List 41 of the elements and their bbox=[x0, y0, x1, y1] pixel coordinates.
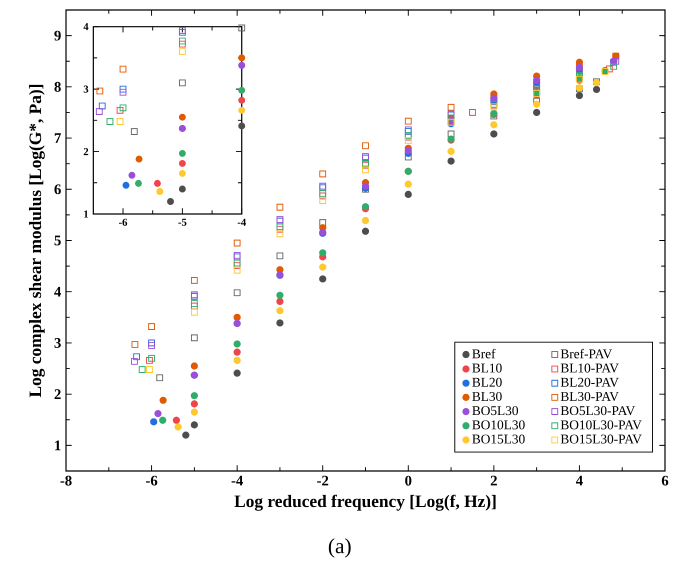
y-tick-label: 2 bbox=[54, 389, 61, 400]
legend-label: BL30-PAV bbox=[560, 392, 619, 402]
x-tick-label: -4 bbox=[238, 218, 246, 226]
legend-label: BL20 bbox=[472, 378, 502, 387]
y-tick-label: 3 bbox=[84, 86, 88, 93]
legend-label: BO10L30-PAV bbox=[560, 420, 642, 430]
y-tick-label: 2 bbox=[84, 148, 88, 156]
x-tick-label: -4 bbox=[232, 476, 243, 486]
x-tick-label: -2 bbox=[317, 476, 328, 486]
y-tick-label: 6 bbox=[54, 184, 61, 194]
legend-label: BO5L30 bbox=[472, 406, 518, 416]
y-tick-label: 1 bbox=[55, 440, 61, 450]
x-tick-label: -6 bbox=[146, 476, 158, 486]
y-tick-label: 8 bbox=[54, 82, 61, 92]
legend-label: BO15L30 bbox=[472, 434, 525, 444]
y-axis-title: Log complex shear modulus [Log(G*, Pa)] bbox=[28, 84, 45, 398]
x-tick-label: -8 bbox=[60, 476, 72, 486]
y-tick-label: 9 bbox=[54, 30, 61, 41]
y-tick-label: 7 bbox=[54, 133, 61, 143]
legend-label: BL30 bbox=[472, 392, 502, 401]
legend-label: BO15L30-PAV bbox=[560, 434, 642, 444]
y-tick-label: 5 bbox=[54, 236, 61, 246]
x-tick-label: -5 bbox=[178, 218, 186, 226]
x-tick-label: 6 bbox=[662, 476, 668, 486]
x-tick-label: 4 bbox=[576, 476, 583, 486]
legend-label: BL10 bbox=[472, 364, 502, 373]
legend-label: Bref-PAV bbox=[560, 348, 612, 358]
x-axis-title: Log reduced frequency [Log(f, Hz)] bbox=[234, 494, 496, 511]
legend-label: BO5L30-PAV bbox=[560, 406, 636, 416]
legend-label: BO10L30 bbox=[472, 420, 525, 430]
text: (a) bbox=[328, 538, 351, 558]
x-tick-label: 2 bbox=[490, 476, 497, 486]
y-tick-label: 1 bbox=[84, 210, 88, 218]
x-tick-label: -6 bbox=[118, 218, 128, 226]
x-tick-label: 0 bbox=[405, 476, 412, 486]
legend-label: BL20-PAV bbox=[560, 378, 619, 387]
y-tick-label: 4 bbox=[54, 286, 62, 297]
legend-label: BL10-PAV bbox=[560, 364, 619, 373]
y-tick-label: 3 bbox=[54, 338, 61, 348]
legend-label: Bref bbox=[472, 348, 496, 358]
y-tick-label: 4 bbox=[83, 23, 88, 30]
